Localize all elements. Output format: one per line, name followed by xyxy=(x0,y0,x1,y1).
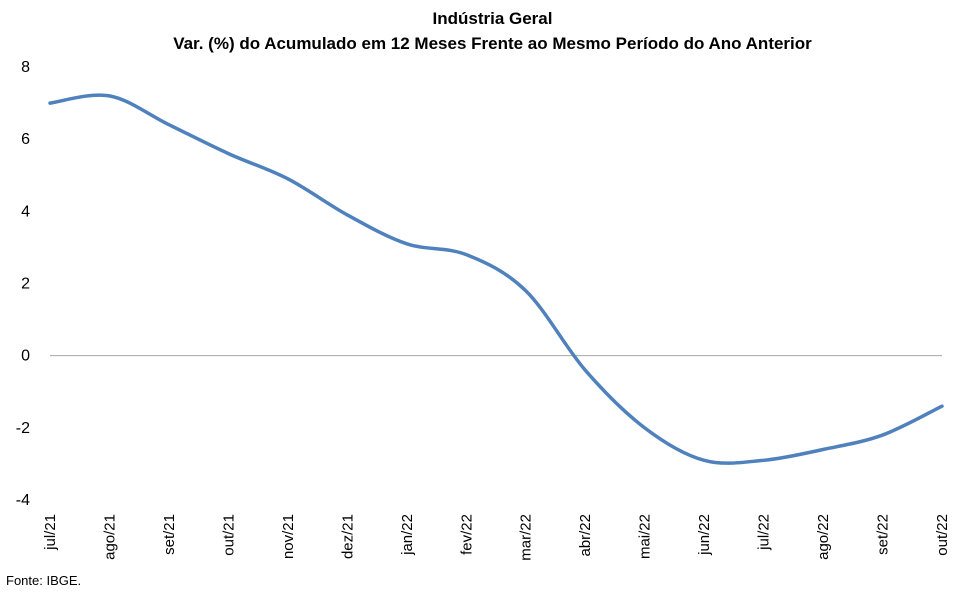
y-tick-label: 2 xyxy=(21,276,30,293)
x-tick-label: dez/21 xyxy=(339,514,356,559)
x-tick-label: set/21 xyxy=(161,514,178,555)
chart-title-block: Indústria Geral Var. (%) do Acumulado em… xyxy=(0,6,959,56)
y-tick-label: 4 xyxy=(21,203,30,220)
y-tick-label: 0 xyxy=(21,348,30,365)
y-tick-label: 6 xyxy=(21,131,30,148)
x-tick-label: jun/22 xyxy=(696,514,713,556)
y-tick-label: -4 xyxy=(16,492,30,509)
x-tick-label: fev/22 xyxy=(458,514,475,555)
y-axis: 8 6 4 2 0 -2 -4 xyxy=(16,59,30,509)
x-tick-label: jan/22 xyxy=(399,514,416,556)
x-tick-label: out/21 xyxy=(220,514,237,556)
x-tick-label: set/22 xyxy=(875,514,892,555)
x-tick-label: ago/21 xyxy=(101,514,118,560)
x-axis: jul/21 ago/21 set/21 out/21 nov/21 dez/21 jan/… xyxy=(42,514,951,561)
chart-subtitle: Var. (%) do Acumulado em 12 Meses Frente… xyxy=(173,34,812,53)
x-tick-label: ago/22 xyxy=(815,514,832,560)
source-note: Fonte: IBGE. xyxy=(6,573,82,588)
series-line xyxy=(48,93,944,465)
x-tick-label: mai/22 xyxy=(637,514,654,559)
x-tick-label: nov/21 xyxy=(280,514,297,559)
x-tick-label: out/22 xyxy=(934,514,951,556)
x-tick-label: mar/22 xyxy=(518,514,535,561)
chart-title: Indústria Geral xyxy=(432,9,553,28)
x-tick-label: jul/22 xyxy=(756,514,773,551)
y-tick-label: 8 xyxy=(21,59,30,76)
x-tick-label: jul/21 xyxy=(42,514,59,551)
x-tick-label: abr/22 xyxy=(577,514,594,557)
y-tick-label: -2 xyxy=(16,420,30,437)
